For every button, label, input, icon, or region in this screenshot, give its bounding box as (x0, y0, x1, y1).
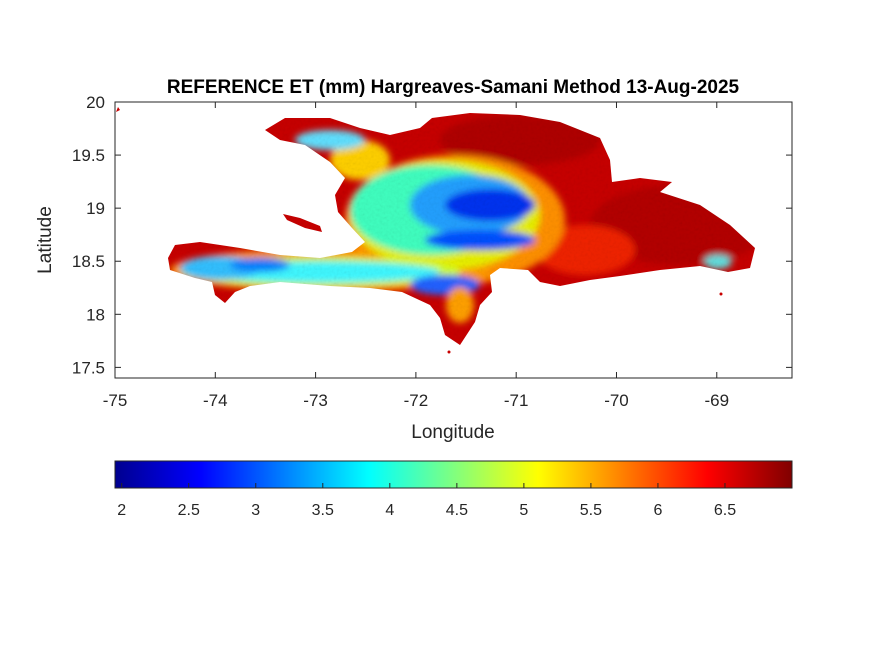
x-tick-label: -72 (404, 391, 429, 410)
x-axis-label: Longitude (411, 422, 494, 443)
x-axis: -75 -74 -73 -72 -71 -70 -69 (103, 102, 729, 410)
colorbar-tick-label: 6 (653, 502, 662, 519)
y-tick-label: 20 (86, 93, 105, 112)
colorbar-ticks: 2 2.5 3 3.5 4 4.5 5 5.5 6 6.5 (117, 483, 736, 519)
y-tick-label: 18.5 (72, 252, 105, 271)
chart-title: REFERENCE ET (mm) Hargreaves-Samani Meth… (167, 77, 740, 98)
y-tick-label: 19 (86, 199, 105, 218)
colorbar-gradient (114, 460, 793, 489)
colorbar-tick-label: 3.5 (312, 502, 334, 519)
colorbar-tick-label: 6.5 (714, 502, 736, 519)
x-tick-label: -69 (704, 391, 729, 410)
y-axis-label: Latitude (35, 206, 56, 274)
y-tick-label: 18 (86, 305, 105, 324)
colorbar-tick-label: 2.5 (178, 502, 200, 519)
colorbar-tick-label: 2 (117, 502, 126, 519)
y-tick-label: 17.5 (72, 358, 105, 377)
x-tick-label: -74 (203, 391, 228, 410)
x-tick-label: -71 (504, 391, 529, 410)
colorbar-tick-label: 3 (251, 502, 260, 519)
x-tick-label: -73 (303, 391, 328, 410)
colorbar-tick-label: 5 (519, 502, 528, 519)
y-axis: 20 19.5 19 18.5 18 17.5 (72, 93, 792, 377)
colorbar-tick-label: 4 (385, 502, 394, 519)
y-tick-label: 19.5 (72, 146, 105, 165)
colorbar-tick-label: 4.5 (446, 502, 468, 519)
plot-area: -75 -74 -73 -72 -71 -70 -69 20 19.5 19 18.5 18 17.5 (72, 93, 793, 410)
colorbar-tick-label: 5.5 (580, 502, 602, 519)
x-tick-label: -70 (604, 391, 629, 410)
x-tick-label: -75 (103, 391, 128, 410)
colorbar: 2 2.5 3 3.5 4 4.5 5 5.5 6 6.5 (114, 460, 793, 519)
